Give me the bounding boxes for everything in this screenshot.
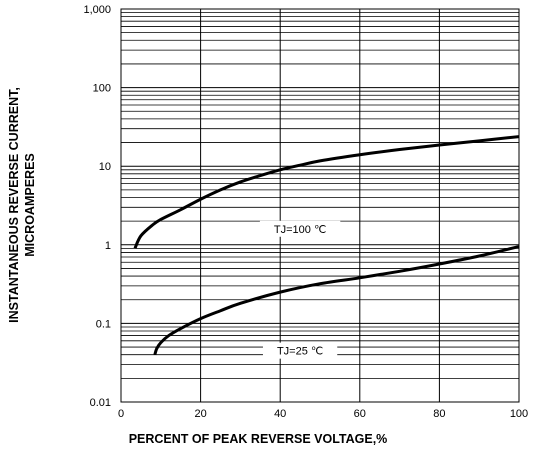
annotations: TJ=100 ℃ TJ=25 ℃	[259, 220, 341, 359]
curve-label-text: TJ=100 ℃	[274, 224, 326, 236]
curve-label-text: TJ=25 ℃	[277, 346, 323, 358]
series-curve-tj100	[133, 135, 520, 250]
y-tick-label: 1,000	[83, 4, 111, 16]
curve-label-tj100: TJ=100 ℃	[259, 220, 341, 237]
x-axis-title: PERCENT OF PEAK REVERSE VOLTAGE,%	[129, 432, 388, 446]
curve-label-tj25: TJ=25 ℃	[262, 342, 338, 359]
grid	[121, 9, 519, 402]
y-tick-label: 100	[93, 83, 111, 95]
y-tick-label: 0.01	[90, 397, 111, 409]
x-tick-label: 80	[433, 408, 445, 420]
plot-frame	[120, 8, 520, 403]
x-tick-label: 100	[510, 408, 528, 420]
x-tick-label: 40	[274, 408, 286, 420]
x-tick-label: 60	[354, 408, 366, 420]
y-tick-label: 0.1	[96, 318, 111, 330]
tick-labels: 0 20 40 60 80 100 0.01 0.1 1 10 100 1,000	[83, 4, 528, 420]
y-axis-title-line-1: INSTANTANEOUS REVERSE CURRENT,	[7, 87, 21, 323]
curve-label-background	[259, 220, 341, 237]
series	[133, 135, 520, 356]
series-curve-tj25	[153, 245, 520, 356]
y-tick-label: 1	[105, 240, 111, 252]
curve-label-background	[262, 342, 338, 359]
x-tick-label: 0	[118, 408, 124, 420]
x-tick-label: 20	[194, 408, 206, 420]
y-axis-title-line-2: MICROAMPERES	[23, 153, 37, 256]
y-tick-label: 10	[99, 161, 111, 173]
